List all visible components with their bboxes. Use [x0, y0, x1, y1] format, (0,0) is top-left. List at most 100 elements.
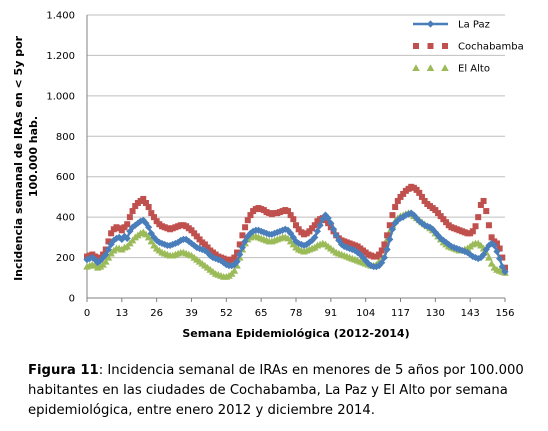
data-point-cochabamba	[477, 202, 484, 209]
y-axis-title-line-2: 100.000 hab.	[27, 116, 40, 197]
data-point-la-paz	[345, 244, 354, 253]
data-point-cochabamba	[306, 228, 313, 235]
data-point-la-paz	[319, 215, 327, 223]
legend: La Paz Cochabamba El Alto	[412, 20, 524, 75]
x-tick-label: 156	[495, 308, 514, 319]
data-point-la-paz	[233, 258, 241, 266]
series-la-paz	[83, 209, 509, 276]
data-point-cochabamba	[231, 254, 238, 261]
data-point-cochabamba	[421, 197, 428, 204]
y-tick-label: 1.200	[46, 51, 75, 62]
x-tick-labels: 0 13 26 39 52 65 78 91 104 117 130 143 156	[84, 308, 515, 319]
data-point-la-paz	[442, 238, 450, 247]
data-point-cochabamba	[140, 195, 147, 202]
data-point-la-paz	[429, 225, 437, 233]
data-point-cochabamba	[108, 230, 115, 237]
x-tick-label: 39	[185, 308, 198, 319]
data-point-la-paz	[372, 263, 380, 271]
data-point-cochabamba	[322, 217, 329, 224]
data-point-cochabamba	[413, 186, 420, 193]
data-point-la-paz	[493, 247, 501, 256]
data-point-la-paz	[316, 221, 324, 229]
data-point-cochabamba	[400, 190, 407, 197]
data-point-cochabamba	[244, 217, 251, 224]
data-point-la-paz	[335, 236, 343, 244]
data-point-la-paz	[268, 230, 276, 238]
data-point-la-paz	[257, 227, 265, 235]
data-point-cochabamba	[397, 193, 404, 200]
data-point-la-paz	[418, 219, 426, 227]
data-point-la-paz	[236, 250, 244, 259]
data-point-la-paz	[313, 227, 322, 235]
data-point-la-paz	[375, 262, 383, 270]
legend-item-el-alto: El Alto	[412, 64, 490, 75]
data-point-cochabamba	[485, 222, 492, 229]
data-point-el-alto	[101, 257, 110, 265]
legend-label-el-alto: El Alto	[458, 64, 490, 75]
data-point-cochabamba	[437, 213, 444, 220]
data-point-cochabamba	[234, 249, 241, 256]
data-point-cochabamba	[443, 219, 450, 226]
x-tick-label: 91	[324, 308, 337, 319]
data-point-la-paz	[391, 219, 399, 227]
data-point-cochabamba	[416, 189, 423, 196]
data-point-cochabamba	[418, 193, 425, 200]
y-tick-label: 400	[56, 213, 75, 224]
legend-marker-cochabamba	[413, 43, 419, 49]
data-point-la-paz	[145, 223, 153, 231]
data-point-cochabamba	[488, 234, 495, 241]
y-tick-labels: 0 200 400 600 800 1.000 1.200 1.400	[46, 11, 75, 305]
data-point-cochabamba	[121, 224, 128, 231]
data-point-la-paz	[490, 241, 498, 250]
data-point-cochabamba	[499, 254, 506, 261]
data-point-la-paz	[423, 222, 431, 230]
data-point-el-alto	[104, 253, 113, 261]
data-point-cochabamba	[236, 241, 243, 248]
data-point-la-paz	[458, 246, 466, 255]
data-point-la-paz	[399, 213, 407, 221]
data-point-la-paz	[447, 242, 456, 251]
data-point-la-paz	[228, 262, 236, 270]
data-point-cochabamba	[309, 225, 316, 232]
data-point-cochabamba	[475, 214, 482, 221]
data-point-la-paz	[311, 233, 319, 241]
x-tick-label: 26	[150, 308, 163, 319]
data-point-la-paz	[260, 228, 268, 236]
data-point-el-alto	[144, 233, 153, 241]
x-tick-label: 104	[356, 308, 375, 319]
data-point-cochabamba	[191, 230, 198, 237]
figure-caption-label: Figura 11	[28, 363, 99, 378]
data-point-la-paz	[477, 253, 485, 262]
data-point-cochabamba	[124, 221, 131, 228]
data-point-cochabamba	[392, 204, 399, 211]
data-point-la-paz	[380, 253, 389, 262]
data-point-la-paz	[461, 247, 469, 256]
y-axis-title: Incidencia semanal de IRAs en < 5y por 1…	[12, 32, 40, 281]
data-point-la-paz	[485, 241, 493, 250]
data-point-la-paz	[279, 226, 287, 234]
y-tick-label: 1.000	[46, 91, 75, 102]
data-point-el-alto	[230, 266, 239, 274]
data-point-cochabamba	[483, 208, 490, 215]
data-point-cochabamba	[193, 233, 200, 240]
y-tick-label: 600	[56, 172, 75, 183]
data-point-la-paz	[206, 251, 214, 260]
data-point-cochabamba	[381, 241, 388, 248]
x-tick-label: 65	[255, 308, 268, 319]
legend-item-cochabamba: Cochabamba	[413, 42, 524, 53]
data-point-la-paz	[421, 221, 429, 229]
data-point-la-paz	[466, 250, 474, 259]
data-point-cochabamba	[295, 226, 302, 233]
data-point-cochabamba	[105, 238, 112, 245]
chart: 0 200 400 600 800 1.000 1.200 1.400 0 13 26 39 52 65…	[12, 11, 524, 341]
data-point-cochabamba	[493, 240, 500, 247]
data-point-la-paz	[86, 254, 94, 263]
data-point-la-paz	[474, 254, 482, 263]
figure-caption: Figura 11: Incidencia semanal de IRAs en…	[28, 361, 538, 421]
series-layer	[83, 183, 509, 280]
data-point-la-paz	[378, 259, 386, 267]
data-point-cochabamba	[284, 208, 291, 215]
data-point-la-paz	[241, 237, 249, 245]
data-point-la-paz	[300, 241, 308, 250]
legend-label-la-paz: La Paz	[458, 20, 490, 31]
